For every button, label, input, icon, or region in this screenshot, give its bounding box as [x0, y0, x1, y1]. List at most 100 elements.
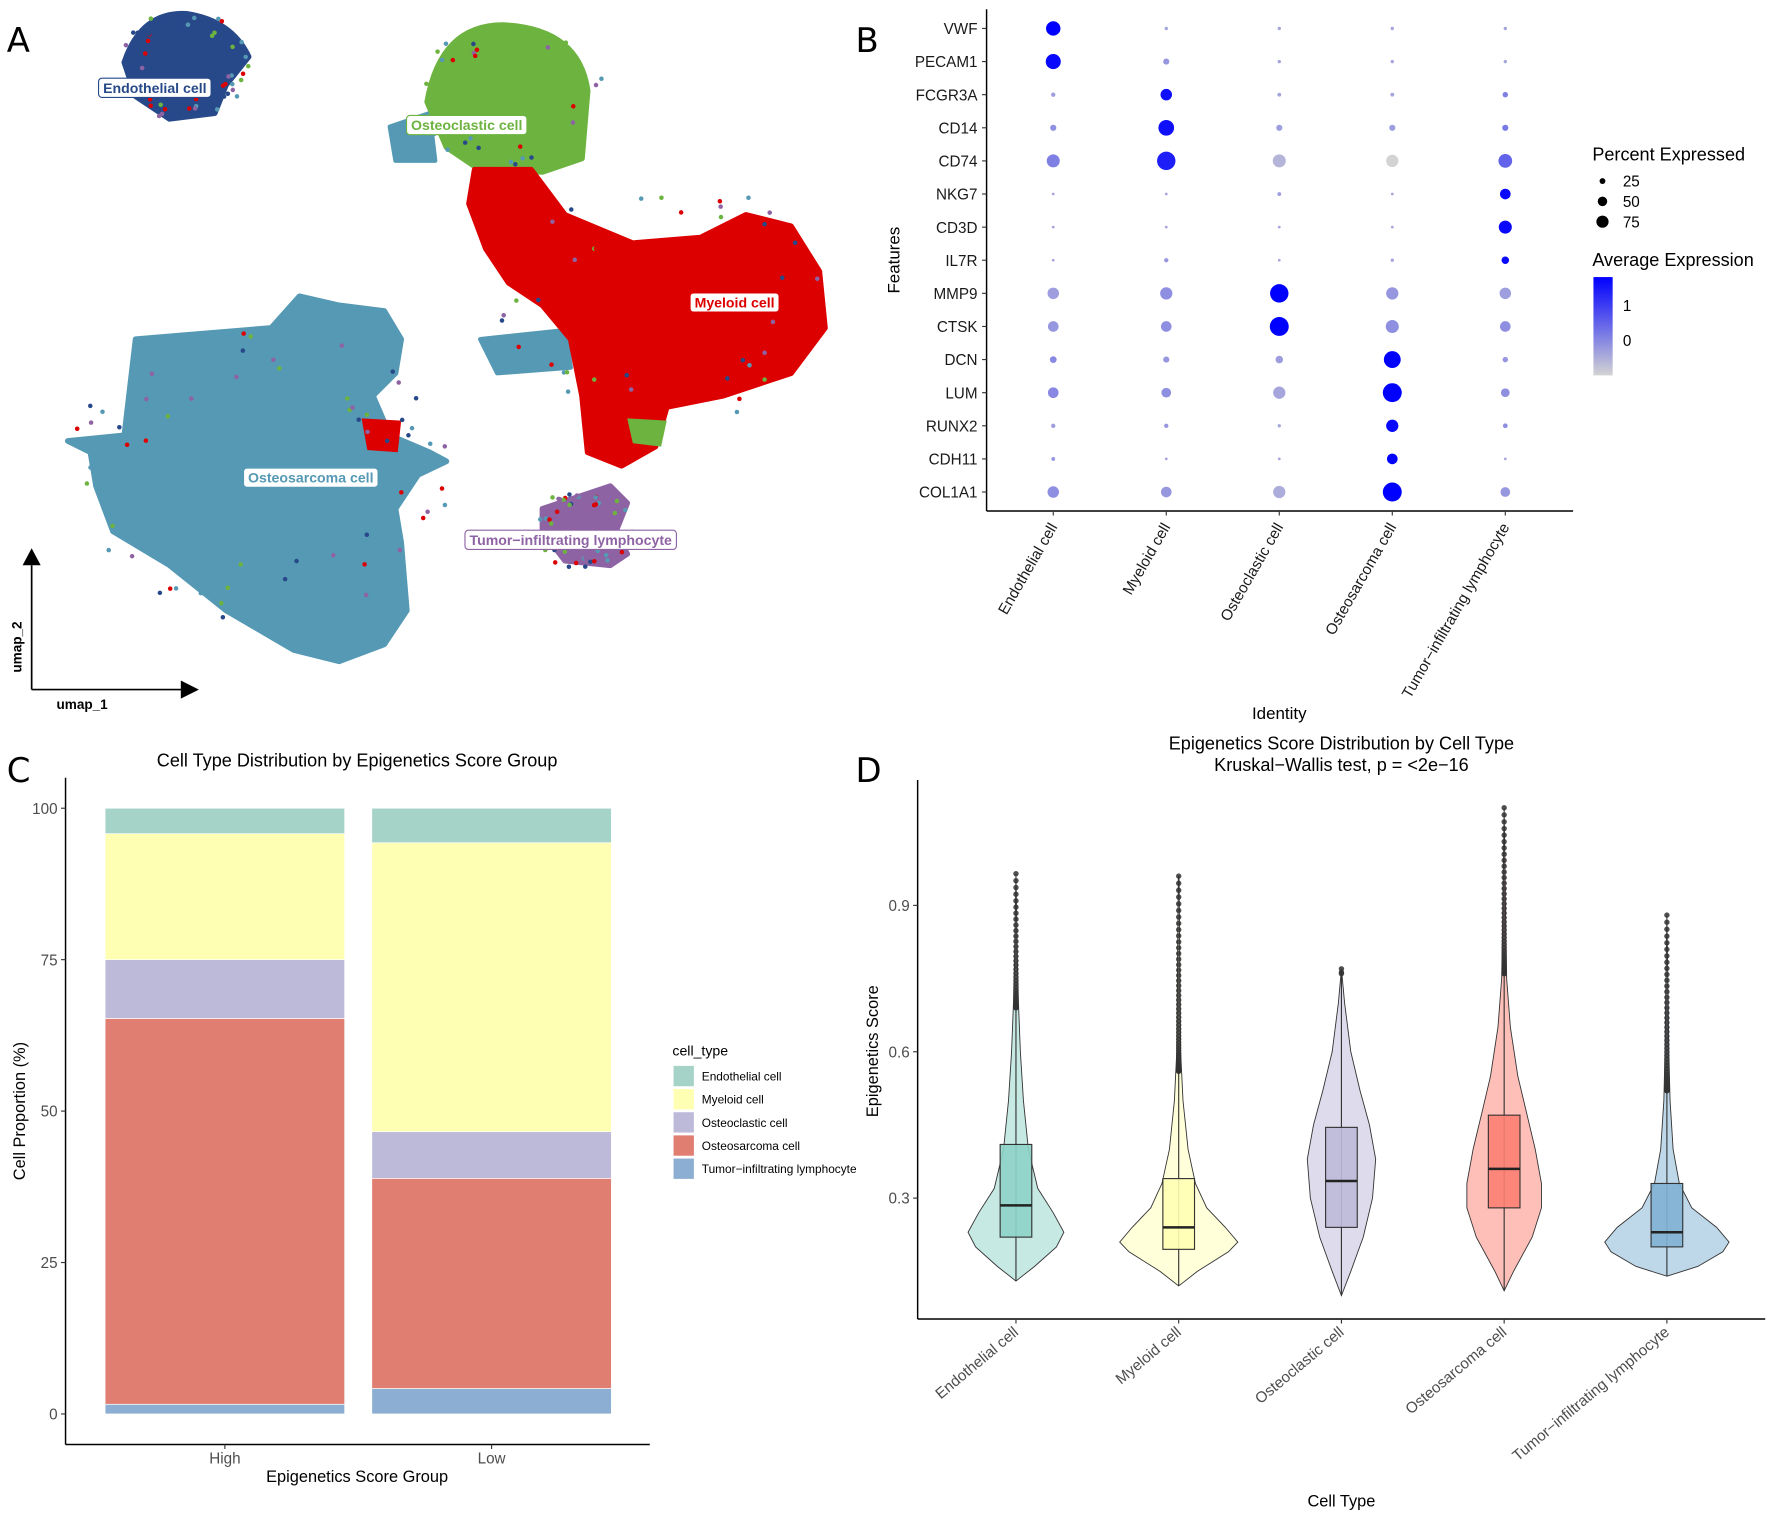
- outlier-point: [1175, 982, 1182, 989]
- outlier-point: [1013, 938, 1019, 945]
- cluster-label-box: [405, 114, 528, 136]
- outlier-point: [1664, 994, 1670, 1001]
- x-axis-title: Identity: [1252, 704, 1307, 723]
- cell-point: [124, 442, 130, 448]
- y-tick-label: 0.9: [889, 898, 910, 915]
- feature-label: COL1A1: [919, 485, 978, 502]
- cell-point: [547, 517, 552, 522]
- cell-point: [779, 275, 785, 281]
- dot-cd14-1: [1158, 119, 1175, 136]
- cell-point: [562, 549, 568, 554]
- outlier-point: [1175, 997, 1182, 1003]
- cluster-osteoclastic-cell: [424, 22, 591, 175]
- cell-point: [390, 369, 395, 374]
- outlier-point: [1013, 884, 1019, 891]
- color-legend-label: 0: [1623, 333, 1631, 350]
- cell-point: [618, 503, 623, 508]
- cell-point: [220, 83, 226, 88]
- legend-label: Tumor−infiltrating lymphocyte: [702, 1162, 857, 1176]
- bar-segment-low-0: [371, 807, 612, 844]
- cell-point: [614, 498, 620, 504]
- dot-dcn-2: [1275, 355, 1284, 364]
- outlier-point: [1501, 869, 1507, 875]
- cell-point: [230, 81, 235, 87]
- dot-il7r-4: [1501, 256, 1510, 265]
- cell-point: [90, 460, 96, 466]
- cell-point: [646, 385, 652, 390]
- outlier-point: [1501, 851, 1507, 857]
- cell-point: [149, 371, 155, 377]
- dot-lum-0: [1047, 387, 1059, 399]
- cell-point: [157, 590, 163, 596]
- cell-point: [339, 343, 345, 348]
- cell-point: [185, 22, 191, 27]
- outlier-point: [1175, 914, 1182, 920]
- cell-point: [365, 429, 370, 435]
- cell-point: [593, 495, 599, 500]
- cell-point: [173, 586, 179, 591]
- identity-label: Tumor−infiltrating lymphocyte: [1399, 520, 1513, 701]
- dot-runx2-1: [1164, 423, 1169, 428]
- arrow-head-icon: [22, 548, 41, 566]
- cell-point: [583, 564, 588, 569]
- cell-point: [427, 441, 433, 447]
- outlier-point: [1664, 1049, 1670, 1055]
- cell-point: [747, 362, 752, 368]
- cell-point: [409, 425, 415, 431]
- outlier-point: [1664, 926, 1670, 932]
- outlier-point: [1501, 832, 1507, 838]
- cell-point: [234, 374, 239, 380]
- legend-swatch: [673, 1112, 694, 1133]
- cell-point: [612, 510, 618, 516]
- cell-point: [565, 389, 571, 394]
- outlier-point: [1664, 1033, 1670, 1039]
- cell-point: [593, 82, 599, 88]
- feature-label: NKG7: [936, 187, 978, 204]
- x-axis-title: Cell Type: [1307, 1493, 1375, 1511]
- cell-point: [767, 210, 772, 215]
- outlier-point: [1664, 953, 1670, 959]
- outlier-point: [1338, 966, 1345, 972]
- cell-point: [550, 495, 555, 500]
- cell-point: [794, 293, 799, 299]
- dot-ctsk-3: [1385, 319, 1399, 333]
- outlier-point: [1013, 877, 1019, 884]
- outlier-point: [1175, 972, 1182, 979]
- cell-point: [399, 417, 405, 423]
- outlier-point: [1664, 999, 1670, 1006]
- outlier-point: [1664, 989, 1670, 995]
- outlier-point: [1175, 956, 1182, 962]
- outlier-point: [1013, 898, 1019, 904]
- y-axis-title: Cell Proportion (%): [11, 1042, 29, 1180]
- legend-label: Osteoclastic cell: [702, 1116, 788, 1130]
- feature-label: PECAM1: [915, 54, 978, 71]
- cell-point: [148, 103, 154, 109]
- cell-point: [157, 15, 163, 20]
- outlier-point: [1175, 1014, 1182, 1021]
- outlier-point: [1501, 838, 1507, 845]
- cell-point: [234, 94, 240, 99]
- cell-point: [209, 33, 215, 39]
- cell-point: [230, 87, 236, 93]
- dot-fcgr3a-1: [1160, 88, 1173, 101]
- outlier-point: [1501, 825, 1507, 832]
- dot-col1a1-2: [1273, 485, 1286, 499]
- cell-point: [271, 357, 276, 363]
- cell-point: [148, 16, 154, 21]
- cell-point: [474, 47, 480, 53]
- dot-cd3d-1: [1164, 225, 1168, 229]
- cell-point: [567, 502, 572, 508]
- outlier-point: [1664, 1037, 1670, 1044]
- dot-cd3d-2: [1277, 225, 1281, 229]
- feature-label: CTSK: [937, 319, 978, 336]
- y-tick-label: 0.3: [889, 1191, 910, 1208]
- cell-point: [110, 523, 115, 529]
- dot-runx2-4: [1502, 423, 1508, 429]
- cell-point: [619, 549, 625, 555]
- outlier-point: [1013, 948, 1019, 955]
- cell-point: [240, 71, 246, 77]
- dot-nkg7-3: [1390, 192, 1394, 196]
- outlier-point: [1013, 922, 1019, 928]
- cell-point: [130, 30, 136, 35]
- cell-point: [214, 107, 220, 112]
